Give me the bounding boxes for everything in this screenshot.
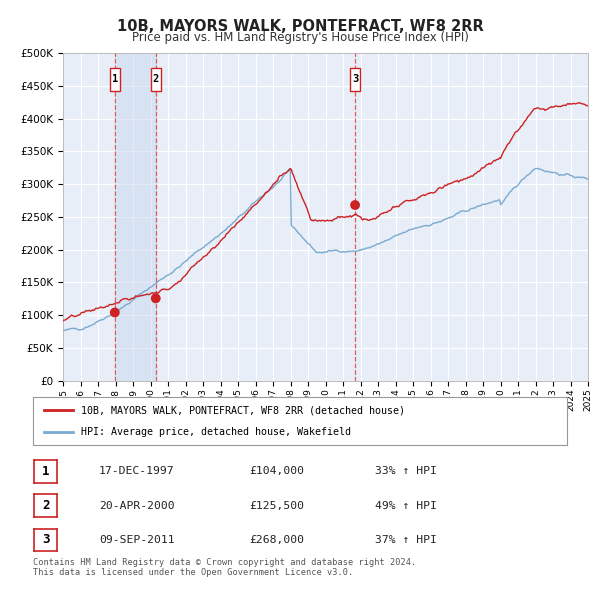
Text: £125,500: £125,500 [249, 501, 304, 510]
Text: HPI: Average price, detached house, Wakefield: HPI: Average price, detached house, Wake… [81, 427, 351, 437]
Bar [115, 53, 156, 381]
Text: 33% ↑ HPI: 33% ↑ HPI [375, 467, 437, 476]
Text: 1: 1 [112, 74, 118, 84]
FancyBboxPatch shape [350, 67, 360, 91]
Text: 09-SEP-2011: 09-SEP-2011 [99, 535, 175, 545]
Text: 20-APR-2000: 20-APR-2000 [99, 501, 175, 510]
Text: 49% ↑ HPI: 49% ↑ HPI [375, 501, 437, 510]
Point [151, 294, 161, 303]
Text: Price paid vs. HM Land Registry's House Price Index (HPI): Price paid vs. HM Land Registry's House … [131, 31, 469, 44]
Text: 10B, MAYORS WALK, PONTEFRACT, WF8 2RR: 10B, MAYORS WALK, PONTEFRACT, WF8 2RR [116, 19, 484, 34]
Text: 37% ↑ HPI: 37% ↑ HPI [375, 535, 437, 545]
Text: £268,000: £268,000 [249, 535, 304, 545]
Text: 2: 2 [42, 499, 49, 512]
Point [110, 308, 119, 317]
Text: 17-DEC-1997: 17-DEC-1997 [99, 467, 175, 476]
Text: 3: 3 [42, 533, 49, 546]
Point [350, 201, 360, 210]
Text: 1: 1 [42, 465, 49, 478]
FancyBboxPatch shape [151, 67, 161, 91]
Text: 10B, MAYORS WALK, PONTEFRACT, WF8 2RR (detached house): 10B, MAYORS WALK, PONTEFRACT, WF8 2RR (d… [81, 405, 405, 415]
Text: £104,000: £104,000 [249, 467, 304, 476]
Text: 2: 2 [152, 74, 159, 84]
Text: 3: 3 [352, 74, 358, 84]
FancyBboxPatch shape [110, 67, 119, 91]
Text: Contains HM Land Registry data © Crown copyright and database right 2024.
This d: Contains HM Land Registry data © Crown c… [33, 558, 416, 577]
